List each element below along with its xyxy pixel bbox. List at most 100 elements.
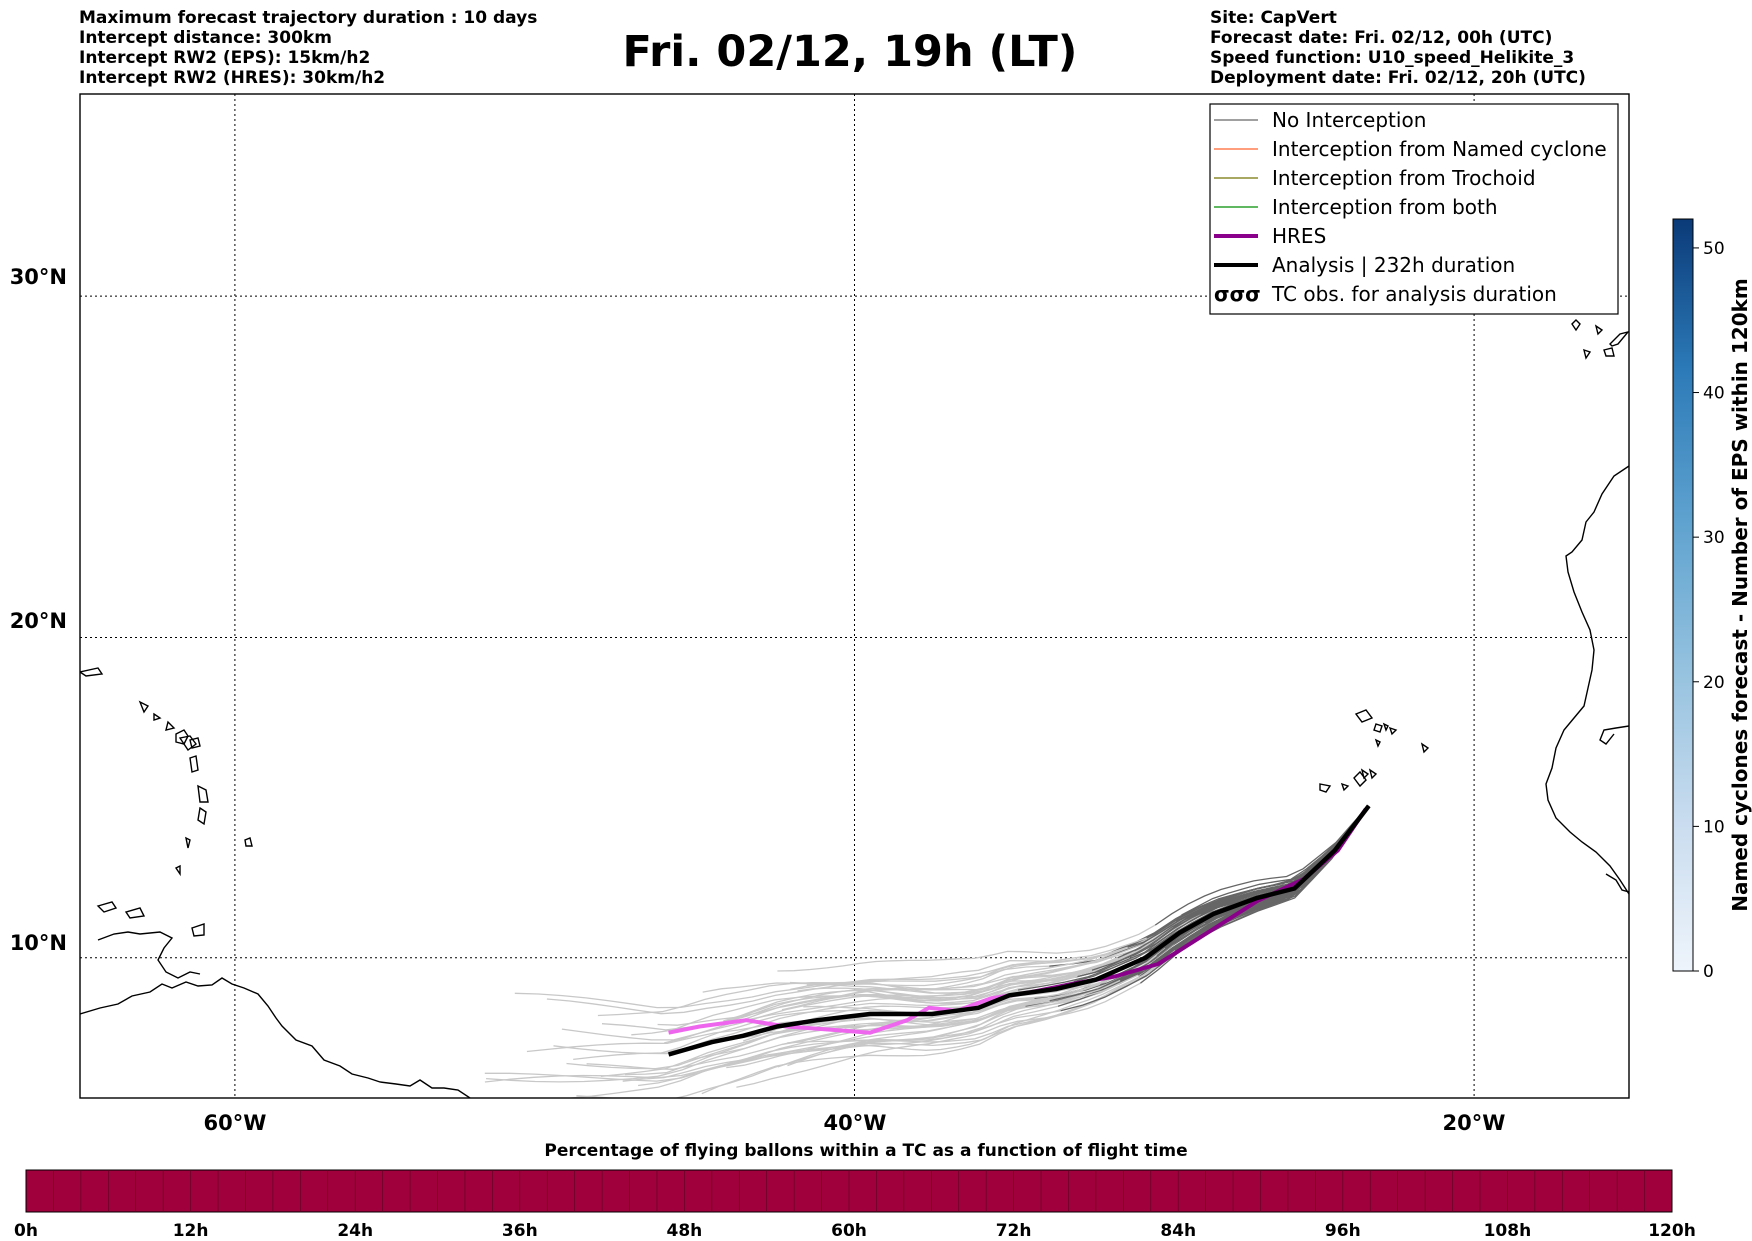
- header-deployment-date: Deployment date: Fri. 02/12, 20h (UTC): [1210, 68, 1586, 88]
- ensemble-member-far: [514, 952, 1108, 1009]
- right-colorbar: 0 10 20 30 40 50 Named cyclones forecast - Nu…: [1672, 218, 1752, 982]
- bottom-colorbar-tick-label: 0h: [14, 1221, 38, 1241]
- island-st-lucia: [197, 806, 207, 826]
- coastlines: [80, 319, 1629, 1098]
- bottom-colorbar-tick-label: 36h: [502, 1221, 538, 1241]
- ensemble-member-near: [1154, 805, 1370, 926]
- island-capvert-6: [1420, 742, 1430, 754]
- bottom-colorbar-tick-label: 12h: [173, 1221, 209, 1241]
- island-canary-5: [1583, 348, 1592, 360]
- right-colorbar-tick-label: 30: [1703, 528, 1725, 548]
- ensemble-member-far: [484, 995, 1075, 1082]
- island-lesser-antilles-1: [175, 729, 189, 745]
- ensemble-member-far: [701, 994, 1110, 1095]
- header-site: Site: CapVert: [1210, 8, 1337, 28]
- island-capvert-9: [1360, 768, 1370, 780]
- header-speed-function: Speed function: U10_speed_Helikite_3: [1210, 48, 1575, 68]
- legend-label: Analysis | 232h duration: [1272, 253, 1515, 277]
- bottom-colorbar-tick-label: 24h: [337, 1221, 373, 1241]
- legend-label: No Interception: [1272, 108, 1426, 132]
- ensemble-member-far: [736, 982, 1141, 1088]
- right-colorbar-label: Named cyclones forecast - Number of EPS …: [1728, 278, 1752, 912]
- right-colorbar-tick-label: 40: [1703, 384, 1725, 404]
- analysis-line: [667, 804, 1371, 1057]
- island-capvert-10: [1353, 770, 1367, 788]
- island-capvert-3: [1388, 726, 1398, 736]
- coastline-south-america: [80, 977, 471, 1098]
- coastline-africa: [1545, 465, 1629, 895]
- header-intercept-hres: Intercept RW2 (HRES): 30km/h2: [79, 68, 386, 88]
- right-colorbar-tick-label: 10: [1703, 817, 1725, 837]
- ensemble-member-far: [484, 1000, 1050, 1083]
- bottom-colorbar-tick-label: 84h: [1160, 1221, 1196, 1241]
- legend-label: Interception from both: [1272, 195, 1498, 219]
- island-dominica: [189, 755, 199, 773]
- bottom-colorbar: Percentage of flying ballons within a TC…: [14, 1141, 1696, 1241]
- island-puerto-rico: [80, 667, 104, 677]
- legend-tc-symbol-icon: σσσ: [1214, 282, 1261, 306]
- ensemble-member-far: [597, 951, 1113, 1017]
- header-right-info: Site: CapVert Forecast date: Fri. 02/12,…: [1210, 8, 1586, 88]
- right-colorbar-tick-label: 0: [1703, 962, 1714, 982]
- lat-label-30n: 30°N: [10, 265, 67, 289]
- lat-label-20n: 20°N: [10, 609, 67, 633]
- lon-label-60w: 60°W: [204, 1111, 267, 1135]
- header-intercept-eps: Intercept RW2 (EPS): 15km/h2: [79, 48, 371, 68]
- ensemble-member-far: [486, 1005, 1026, 1083]
- island-tobago: [96, 901, 118, 913]
- bottom-colorbar-tick-label: 108h: [1484, 1221, 1532, 1241]
- island-barbados: [244, 837, 253, 847]
- island-canary-3: [1609, 331, 1629, 347]
- ensemble-member-far: [789, 946, 1128, 991]
- header-max-duration: Maximum forecast trajectory duration : 1…: [79, 8, 538, 28]
- chart-title: Fri. 02/12, 19h (LT): [622, 27, 1078, 77]
- lat-label-10n: 10°N: [10, 931, 67, 955]
- ensemble-member-far: [624, 983, 1101, 1076]
- island-st-vincent: [185, 836, 191, 849]
- legend-box: [1209, 103, 1619, 315]
- lon-label-40w: 40°W: [824, 1111, 887, 1135]
- ensemble-member-far: [777, 924, 1156, 972]
- right-colorbar-tick-label: 20: [1703, 673, 1725, 693]
- coastline-africa-senegal: [1599, 725, 1629, 745]
- lon-label-20w: 20°W: [1443, 1111, 1506, 1135]
- island-martinique: [197, 784, 209, 803]
- bottom-colorbar-tick-label: 96h: [1325, 1221, 1361, 1241]
- island-capvert-1: [1354, 709, 1374, 723]
- island-capvert-8: [1340, 782, 1350, 792]
- map-frame: [79, 93, 1630, 1099]
- island-capvert-4: [1382, 722, 1389, 732]
- island-capvert-7: [1319, 783, 1332, 793]
- header-intercept-distance: Intercept distance: 300km: [79, 28, 332, 48]
- legend-label: Interception from Trochoid: [1272, 166, 1536, 190]
- bottom-colorbar-tick-label: 72h: [996, 1221, 1032, 1241]
- island-capvert-2: [1373, 723, 1383, 733]
- ensemble-member-far: [561, 975, 1078, 1041]
- island-canary-1: [1571, 319, 1581, 332]
- ensemble-member-far: [622, 979, 1121, 1082]
- island-canary-4: [1603, 347, 1615, 357]
- island-lesser-antilles-2: [189, 737, 201, 749]
- legend-label: TC obs. for analysis duration: [1271, 282, 1557, 306]
- legend-label: HRES: [1272, 224, 1326, 248]
- legend-label: Interception from Named cyclone: [1272, 137, 1607, 161]
- island-grenada: [174, 864, 181, 877]
- main-trajectories: [667, 804, 1371, 1057]
- island-margarita: [124, 907, 146, 919]
- right-colorbar-bar: [1672, 218, 1694, 972]
- island-capvert-5: [1374, 738, 1381, 748]
- header-forecast-date: Forecast date: Fri. 02/12, 00h (UTC): [1210, 28, 1553, 48]
- bottom-colorbar-title: Percentage of flying ballons within a TC…: [544, 1141, 1187, 1161]
- coastline-africa-guinea: [1605, 873, 1629, 893]
- ensemble-member-far: [576, 1010, 1061, 1098]
- island-capvert-11: [1368, 768, 1378, 780]
- coastline-trinidad: [191, 923, 205, 937]
- ensemble-member-far: [702, 937, 1147, 993]
- island-guadeloupe: [178, 735, 197, 752]
- ensemble-member-far: [546, 965, 1050, 1015]
- island-canary-2: [1594, 324, 1604, 336]
- bottom-colorbar-tick-label: 120h: [1648, 1221, 1696, 1241]
- right-colorbar-tick-label: 50: [1703, 239, 1725, 259]
- bottom-colorbar-tick-label: 60h: [831, 1221, 867, 1241]
